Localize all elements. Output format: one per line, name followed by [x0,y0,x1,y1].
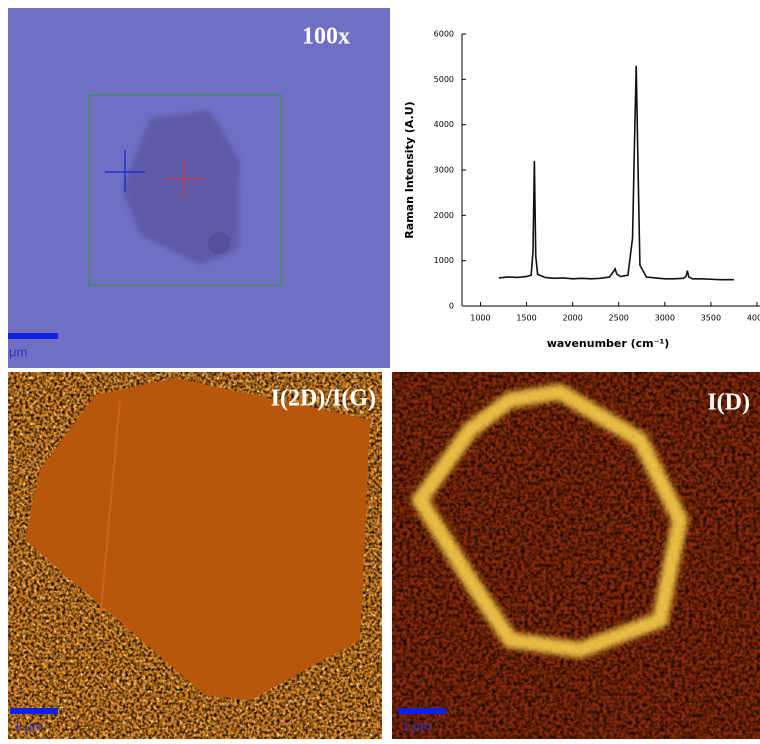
raman-spectrum: Raman Intensity (A.U) wavenumber (cm⁻¹) … [403,30,760,351]
y-tick-label: 2000 [434,211,454,220]
x-tick-label: 3000 [655,314,675,323]
y-tick-label: 1000 [434,256,454,265]
panel-label: I(2D)/I(G) [271,386,376,412]
optical-image: μm 100x [8,8,390,368]
x-tick-label: 1000 [470,314,490,323]
scale-label: 1 μm [402,718,431,733]
panel-label: I(D) [707,390,750,416]
y-tick-label: 6000 [434,30,454,39]
y-tick-label: 4000 [434,120,454,129]
figure: μm 100x Raman Intensity (A.U) wavenumber… [0,0,760,739]
d-band-map: 1 μm I(D) [392,372,760,739]
x-tick-label: 3500 [701,314,721,323]
x-tick-label: 2000 [562,314,582,323]
panel-label: 100x [302,24,350,50]
x-axis-title: wavenumber (cm⁻¹) [547,337,670,350]
y-tick-label: 5000 [434,75,454,84]
scale-label: 1 μm [14,718,43,733]
scale-label: μm [9,344,27,359]
x-tick-label: 4000 [747,314,760,323]
x-tick-label: 2500 [609,314,629,323]
ratio-map: 1 μm I(2D)/I(G) [8,372,382,739]
x-tick-label: 1500 [516,314,536,323]
y-tick-label: 0 [449,302,454,311]
y-tick-label: 3000 [434,166,454,175]
y-axis-title: Raman Intensity (A.U) [403,101,416,238]
spectrum-line [499,66,734,280]
